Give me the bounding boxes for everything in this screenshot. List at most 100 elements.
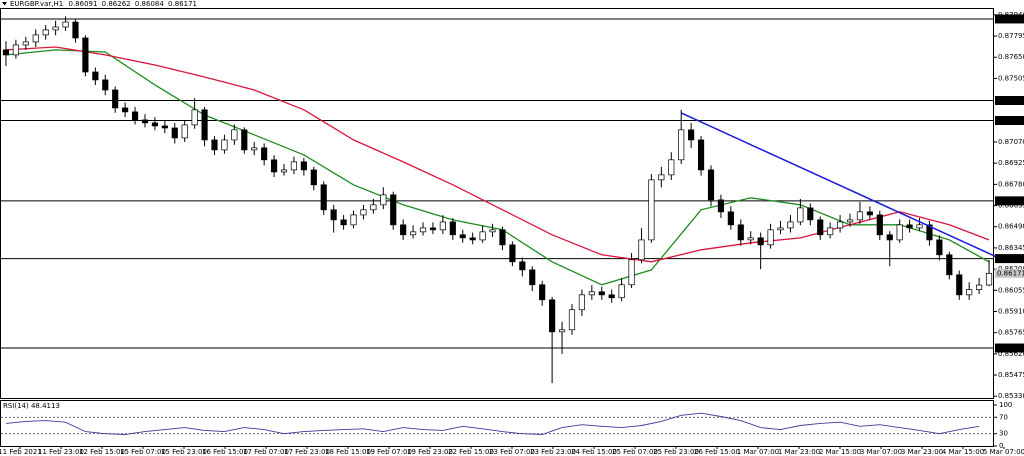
x-tick-label: 16 Feb 15:00 [202, 448, 248, 456]
x-tick-label: 15 Feb 07:00 [120, 448, 166, 456]
candle-body [261, 147, 268, 161]
level-label: 0.86272 [997, 255, 1024, 263]
candle-body [737, 224, 744, 241]
candle-body [727, 211, 734, 226]
candle-body [638, 239, 645, 261]
x-tick-label: 12 Feb 15:00 [79, 448, 125, 456]
x-tick-label: 23 Feb 23:00 [530, 448, 576, 456]
x-tick-label: 19 Feb 07:00 [366, 448, 412, 456]
x-tick-label: 17 Feb 07:00 [243, 448, 289, 456]
candle-body [856, 211, 864, 221]
x-tick-label: 24 Feb 15:00 [571, 448, 617, 456]
candle-body [618, 284, 625, 299]
candle-body [797, 207, 804, 223]
x-tick-label: 3 Mar 07:00 [860, 448, 902, 456]
y-tick-label: 0.86635 [998, 202, 1024, 210]
candle-body [757, 237, 764, 246]
candle-body [32, 34, 39, 43]
candle-body [588, 291, 595, 296]
candle-body [549, 299, 556, 333]
candle-body [777, 227, 784, 231]
x-tick-label: 25 Feb 07:00 [612, 448, 658, 456]
x-tick-label: 11 Feb 23:00 [38, 448, 84, 456]
y-tick-label: 0.87505 [998, 74, 1024, 82]
candle-body [558, 329, 566, 333]
x-tick-label: 26 Feb 15:00 [694, 448, 740, 456]
candle-body [459, 234, 466, 239]
menu-arrow[interactable] [2, 2, 7, 6]
candle-body [72, 21, 79, 39]
x-tick-label: 5 Mar 07:00 [983, 448, 1024, 456]
candle-body [112, 89, 119, 109]
candle-body [429, 227, 437, 231]
candle-body [489, 229, 496, 233]
candle-body [628, 259, 635, 286]
level-label: 0.87354 [997, 96, 1024, 104]
rsi-tick-label: 0 [999, 442, 1003, 450]
candle-body [82, 37, 89, 73]
candle-body [2, 49, 10, 56]
candle-body [92, 71, 99, 81]
y-tick-label: 0.85765 [998, 329, 1024, 337]
x-tick-label: 1 Mar 07:00 [737, 448, 779, 456]
candle-body [350, 214, 357, 226]
candle-body [151, 122, 158, 127]
x-tick-label: 11 Feb 2021 [0, 448, 42, 456]
rsi-line [5, 412, 980, 435]
rsi-tick-label: 70 [999, 413, 1008, 421]
candle-body [191, 109, 198, 126]
candle-body [370, 204, 377, 211]
candle-body [817, 219, 824, 236]
candle-body [330, 209, 337, 221]
candle-body [300, 161, 307, 171]
price-panel [0, 8, 994, 399]
x-tick-label: 25 Feb 23:00 [653, 448, 699, 456]
y-tick-label: 0.86055 [998, 286, 1024, 294]
x-tick-label: 4 Mar 15:00 [942, 448, 984, 456]
candle-body [926, 224, 933, 241]
candle-body [976, 284, 983, 290]
level-label-box [995, 14, 1024, 24]
candle-body [519, 261, 526, 271]
rsi-tick-label: 100 [999, 401, 1012, 409]
candle-body [270, 159, 278, 173]
candle-body [400, 224, 407, 236]
candle-body [787, 221, 794, 229]
symbol: EURGBP.var,H1 [10, 0, 63, 8]
x-tick-label: 22 Feb 15:00 [448, 448, 494, 456]
candle-body [122, 107, 129, 113]
moving-average [5, 46, 990, 263]
candle-body [946, 254, 953, 276]
level-label: 0.85660 [997, 344, 1024, 352]
candle-body [340, 219, 347, 226]
candle-body [916, 224, 923, 229]
level-label: 0.87912 [997, 15, 1024, 23]
x-tick-label: 15 Feb 23:00 [161, 448, 207, 456]
candle-body [668, 159, 675, 176]
x-tick-label: 3 Mar 23:00 [901, 448, 943, 456]
candle-body [896, 224, 903, 241]
candle-body [360, 209, 367, 216]
candle-body [876, 214, 883, 236]
x-tick-label: 1 Mar 23:00 [778, 448, 820, 456]
candle-body [827, 227, 834, 236]
candle-body [439, 221, 446, 231]
y-tick-label: 0.85475 [998, 371, 1024, 379]
candle-body [479, 231, 486, 241]
candle-body [658, 174, 665, 181]
level-label-box [995, 196, 1024, 206]
candle-body [966, 289, 973, 296]
candle-body [241, 129, 248, 151]
candle-body [697, 139, 705, 171]
candle-body [608, 294, 615, 299]
level-label-box [995, 254, 1024, 264]
price-label: 0.86171 [997, 269, 1024, 277]
candle-body [280, 169, 288, 173]
candle-body [410, 231, 417, 236]
